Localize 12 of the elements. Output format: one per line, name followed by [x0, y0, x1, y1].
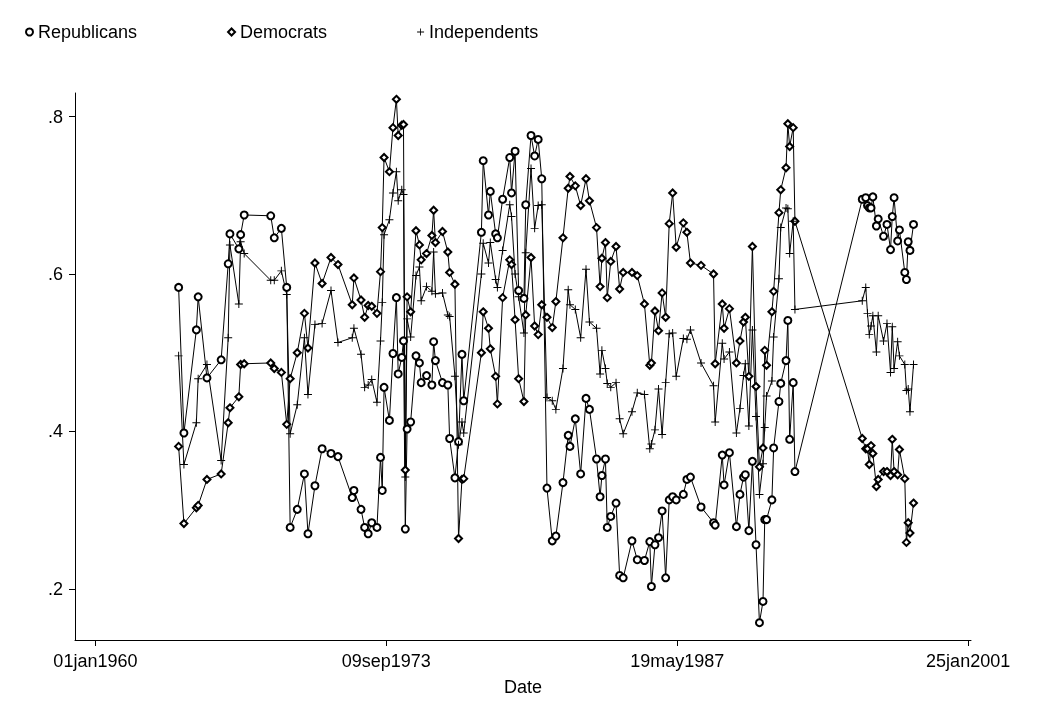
x-tick-label: 01jan1960: [53, 651, 138, 671]
x-tick-label: 19may1987: [630, 651, 725, 671]
legend-label: Republicans: [38, 22, 138, 42]
legend-label: Democrats: [240, 22, 328, 42]
y-tick-label: .8: [47, 106, 63, 127]
y-tick-label: .6: [47, 264, 63, 285]
x-tick-label: 25jan2001: [926, 651, 1011, 671]
y-tick-label: .2: [47, 578, 63, 599]
y-tick-label: .4: [47, 421, 63, 442]
x-axis-title: Date: [503, 677, 543, 697]
legend-label: Independents: [429, 22, 539, 42]
x-tick-label: 09sep1973: [341, 651, 431, 671]
